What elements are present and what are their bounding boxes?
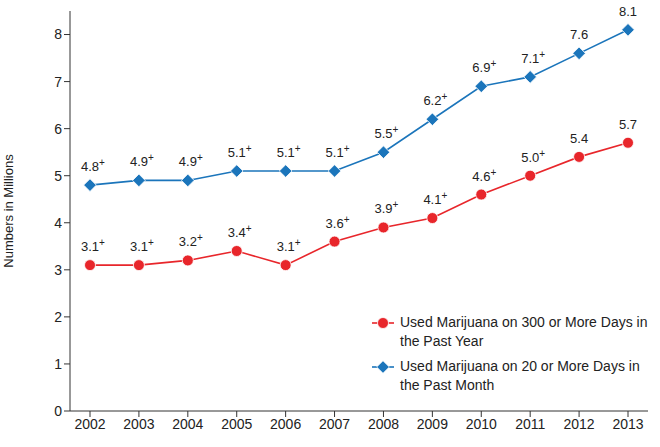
svg-text:2: 2: [54, 309, 62, 325]
svg-text:2010: 2010: [466, 416, 497, 432]
svg-text:Numbers in Millions: Numbers in Millions: [8, 154, 16, 268]
svg-text:5.4: 5.4: [570, 131, 588, 146]
svg-text:4.9+: 4.9+: [130, 152, 154, 169]
svg-text:2011: 2011: [515, 416, 545, 432]
svg-text:6: 6: [54, 121, 62, 137]
svg-text:2007: 2007: [319, 416, 350, 432]
svg-text:7.1+: 7.1+: [521, 49, 545, 66]
svg-text:5: 5: [54, 168, 62, 184]
svg-text:8.1: 8.1: [619, 4, 637, 19]
svg-text:7.6: 7.6: [570, 27, 588, 42]
svg-text:4.9+: 4.9+: [179, 152, 203, 169]
svg-text:3.1+: 3.1+: [81, 237, 105, 254]
svg-text:7: 7: [54, 74, 62, 90]
svg-text:4: 4: [54, 215, 62, 231]
svg-text:5.7: 5.7: [619, 117, 637, 132]
svg-text:5.1+: 5.1+: [326, 143, 350, 160]
svg-text:3.9+: 3.9+: [374, 199, 398, 216]
svg-text:2002: 2002: [74, 416, 105, 432]
svg-text:4.6+: 4.6+: [472, 167, 496, 184]
svg-text:2013: 2013: [612, 416, 643, 432]
svg-text:3.1+: 3.1+: [277, 237, 301, 254]
html-text:Used Marijuana on 20 or More D: Used Marijuana on 20 or More Days in the…: [400, 358, 640, 393]
svg-text:5.1+: 5.1+: [228, 143, 252, 160]
svg-text:4.1+: 4.1+: [423, 190, 447, 207]
svg-text:3: 3: [54, 262, 62, 278]
html-text:Used Marijuana on 300 or More: Used Marijuana on 300 or More Days in th…: [400, 314, 648, 349]
svg-text:2009: 2009: [417, 416, 448, 432]
svg-text:6.9+: 6.9+: [472, 58, 496, 75]
svg-text:2004: 2004: [172, 416, 203, 432]
svg-text:2003: 2003: [123, 416, 154, 432]
svg-text:3.6+: 3.6+: [326, 214, 350, 231]
svg-text:5.0+: 5.0+: [521, 148, 545, 165]
svg-text:0: 0: [54, 403, 62, 419]
svg-text:5.1+: 5.1+: [277, 143, 301, 160]
svg-text:2012: 2012: [564, 416, 595, 432]
svg-text:2005: 2005: [221, 416, 252, 432]
svg-text:2008: 2008: [368, 416, 399, 432]
svg-text:5.5+: 5.5+: [374, 124, 398, 141]
svg-text:8: 8: [54, 26, 62, 42]
svg-text:2006: 2006: [270, 416, 301, 432]
svg-text:4.8+: 4.8+: [81, 157, 105, 174]
svg-text:6.2+: 6.2+: [423, 91, 447, 108]
svg-text:1: 1: [54, 356, 62, 372]
svg-text:3.2+: 3.2+: [179, 232, 203, 249]
svg-text:3.4+: 3.4+: [228, 223, 252, 240]
svg-text:3.1+: 3.1+: [130, 237, 154, 254]
